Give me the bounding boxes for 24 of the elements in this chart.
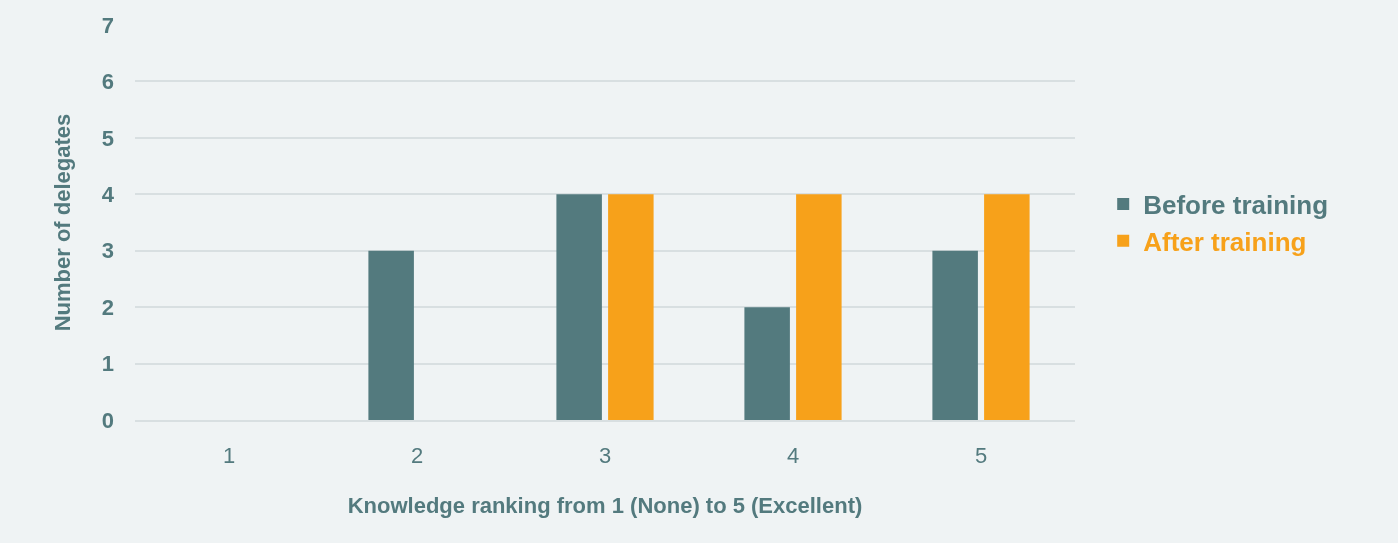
y-axis-title: Number of delegates: [49, 113, 75, 332]
x-tick-label: 4: [786, 443, 800, 469]
y-tick-label: 1: [101, 351, 114, 377]
y-tick-label: 2: [101, 294, 114, 320]
x-axis-title: Knowledge ranking from 1 (None) to 5 (Excellent): [347, 492, 863, 518]
bar: [556, 194, 602, 420]
legend-label: Before training: [1143, 190, 1329, 221]
x-tick-label: 2: [410, 443, 424, 469]
y-tick-label: 0: [101, 407, 114, 433]
bar: [608, 194, 654, 420]
bar: [368, 250, 414, 420]
x-tick-label: 1: [222, 443, 236, 469]
legend-label: After training: [1143, 226, 1307, 257]
bar: [984, 194, 1030, 420]
y-tick-label: 6: [101, 69, 114, 95]
y-tick-label: 7: [101, 12, 114, 38]
x-tick-label: 3: [598, 443, 612, 469]
bar: [932, 250, 978, 420]
y-tick-label: 4: [101, 181, 115, 207]
y-tick-label: 3: [101, 238, 114, 264]
x-tick-label: 5: [974, 443, 988, 469]
y-tick-label: 5: [101, 125, 114, 151]
bar: [796, 194, 842, 420]
bar: [744, 307, 790, 420]
